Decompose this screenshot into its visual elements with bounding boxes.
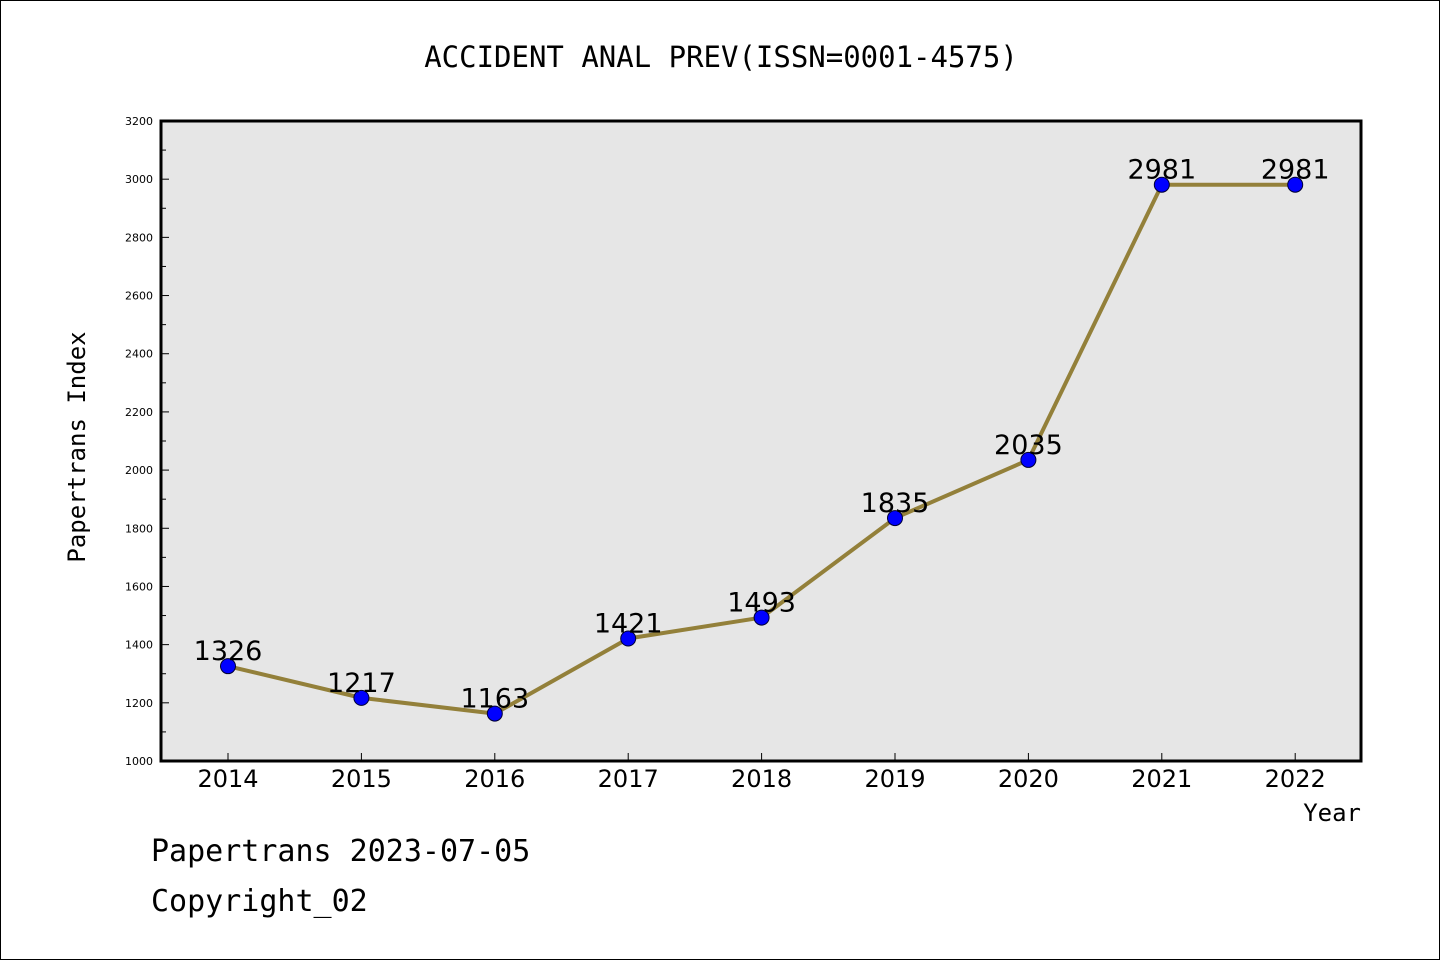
plot-area [161, 121, 1361, 761]
data-label: 1421 [594, 609, 663, 640]
y-tick-label: 2000 [125, 464, 153, 477]
x-axis-label: Year [1303, 799, 1361, 827]
data-point-marker [486, 705, 503, 722]
x-tick-label: 2016 [464, 765, 525, 793]
y-axis-label: Papertrans Index [63, 331, 91, 562]
y-tick-label: 2800 [125, 231, 153, 244]
x-tick-label: 2020 [998, 765, 1059, 793]
y-tick-label: 2400 [125, 348, 153, 361]
plot-border [159, 119, 1363, 763]
x-tick-label: 2015 [331, 765, 392, 793]
data-label: 1326 [194, 636, 263, 667]
x-tick-label: 2021 [1131, 765, 1192, 793]
x-tick-label: 2022 [1265, 765, 1326, 793]
y-tick-label: 1400 [125, 639, 153, 652]
data-label: 1493 [727, 588, 796, 619]
data-label: 1835 [861, 488, 930, 519]
data-point-marker [220, 658, 236, 675]
y-tick-label: 1600 [125, 580, 153, 593]
y-tick-label: 2200 [125, 406, 153, 419]
y-tick-labels: 1000 1200 1400 1600 1800 2000 2200 2400 2600 2800… [125, 115, 153, 768]
data-point-marker [620, 630, 637, 647]
y-tick-label: 1800 [125, 522, 153, 535]
data-label: 1217 [327, 668, 396, 699]
footer-date: Papertrans 2023-07-05 [151, 834, 531, 869]
data-label: 2981 [1127, 155, 1196, 186]
y-tick-label: 1200 [125, 697, 153, 710]
x-tick-labels: 2014 2015 2016 2017 2018 2019 2020 2021 2022 [197, 765, 1325, 793]
data-labels: 1326 1217 1163 1421 1493 1835 2035 2981 2981 [194, 155, 1330, 715]
data-point-marker [1153, 176, 1170, 193]
data-label: 2035 [994, 430, 1063, 461]
x-tick-label: 2019 [864, 765, 925, 793]
data-label: 2981 [1261, 155, 1330, 186]
y-tick-label: 3000 [125, 173, 153, 186]
y-tick-label: 1000 [125, 755, 153, 768]
data-point-marker [1287, 176, 1304, 193]
data-point-marker [1020, 451, 1037, 468]
data-point-marker [753, 609, 770, 626]
y-tick-label: 3200 [125, 115, 153, 128]
chart-title: ACCIDENT ANAL PREV(ISSN=0001-4575) [424, 40, 1018, 74]
data-point-marker [353, 689, 370, 706]
x-tick-label: 2014 [197, 765, 258, 793]
y-tick-label: 2600 [125, 290, 153, 303]
data-point-marker [887, 510, 903, 527]
x-tick-label: 2017 [598, 765, 659, 793]
footer-copyright: Copyright_02 [151, 884, 368, 919]
x-tick-label: 2018 [731, 765, 792, 793]
data-markers [220, 176, 1304, 722]
data-label: 1163 [460, 684, 529, 715]
